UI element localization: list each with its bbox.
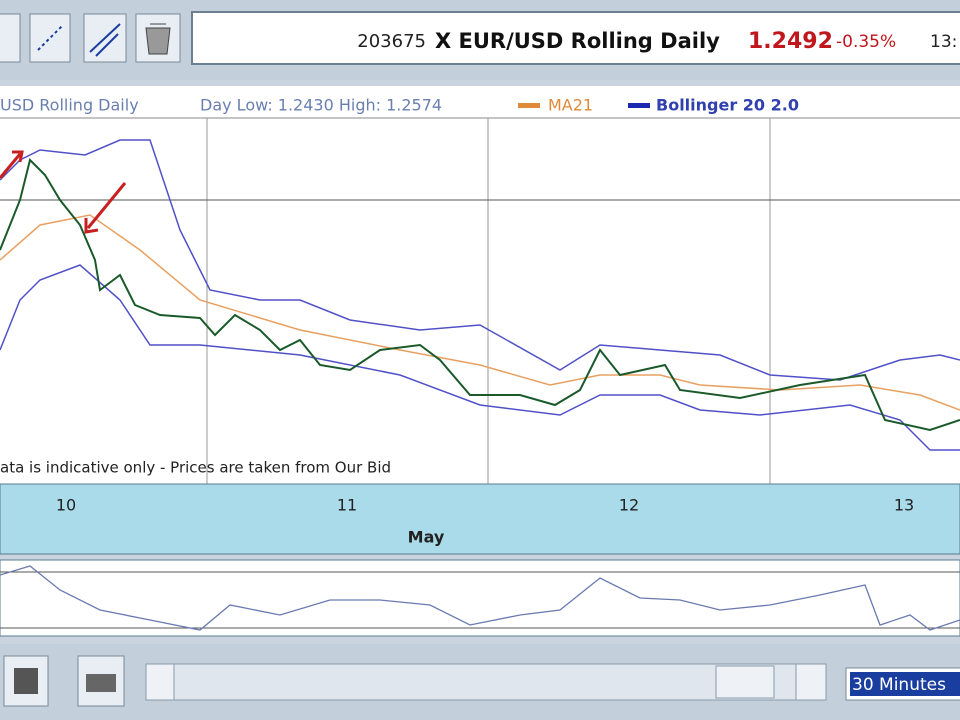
legend-ma: MA21 <box>548 96 593 115</box>
icon <box>89 23 121 57</box>
annotation-arrows <box>0 150 127 234</box>
quote-box <box>191 11 960 65</box>
scroll-left[interactable] <box>145 663 175 701</box>
scroll-thumb[interactable] <box>715 665 775 699</box>
interval-highlight <box>850 672 960 696</box>
quote-price: 1.2492 <box>748 29 833 54</box>
disclaimer: ata is indicative only - Prices are take… <box>0 459 391 477</box>
bollinger-upper <box>0 139 960 381</box>
x-axis-band <box>0 483 960 555</box>
tool-buttons <box>0 13 181 63</box>
icon <box>145 23 171 55</box>
grid <box>0 118 960 484</box>
ma-line <box>0 214 960 411</box>
icon <box>14 668 38 694</box>
legend-instrument: USD Rolling Daily <box>0 96 139 115</box>
legend-swatch <box>628 103 650 108</box>
tool-button[interactable] <box>0 13 21 63</box>
indicator-panel <box>0 559 960 637</box>
scroll-right[interactable] <box>795 663 827 701</box>
quote-time: 13: <box>930 32 957 52</box>
quote-instrument: X EUR/USD Rolling Daily <box>435 29 720 53</box>
quote-id: 203675 <box>357 31 426 52</box>
x-axis-month: May <box>408 528 445 547</box>
x-tick-label: 10 <box>56 496 76 515</box>
price-line <box>0 158 960 432</box>
icon <box>86 674 116 692</box>
legend-bollinger: Bollinger 20 2.0 <box>656 96 799 115</box>
x-tick-label: 13 <box>894 496 914 515</box>
indicator-line <box>0 565 960 631</box>
tool-button[interactable] <box>29 13 71 63</box>
plot-area <box>0 86 960 484</box>
x-tick-label: 12 <box>619 496 639 515</box>
x-tick-label: 11 <box>337 496 357 515</box>
bollinger-lower <box>0 264 960 451</box>
scrollbar[interactable] <box>145 663 827 701</box>
legend-range: Day Low: 1.2430 High: 1.2574 <box>200 96 442 115</box>
interval-value: 30 Minutes <box>852 675 946 695</box>
x-axis-labels: 10 11 12 13 <box>56 496 914 515</box>
legend-swatch <box>518 103 540 108</box>
quote-change: -0.35% <box>836 32 896 52</box>
